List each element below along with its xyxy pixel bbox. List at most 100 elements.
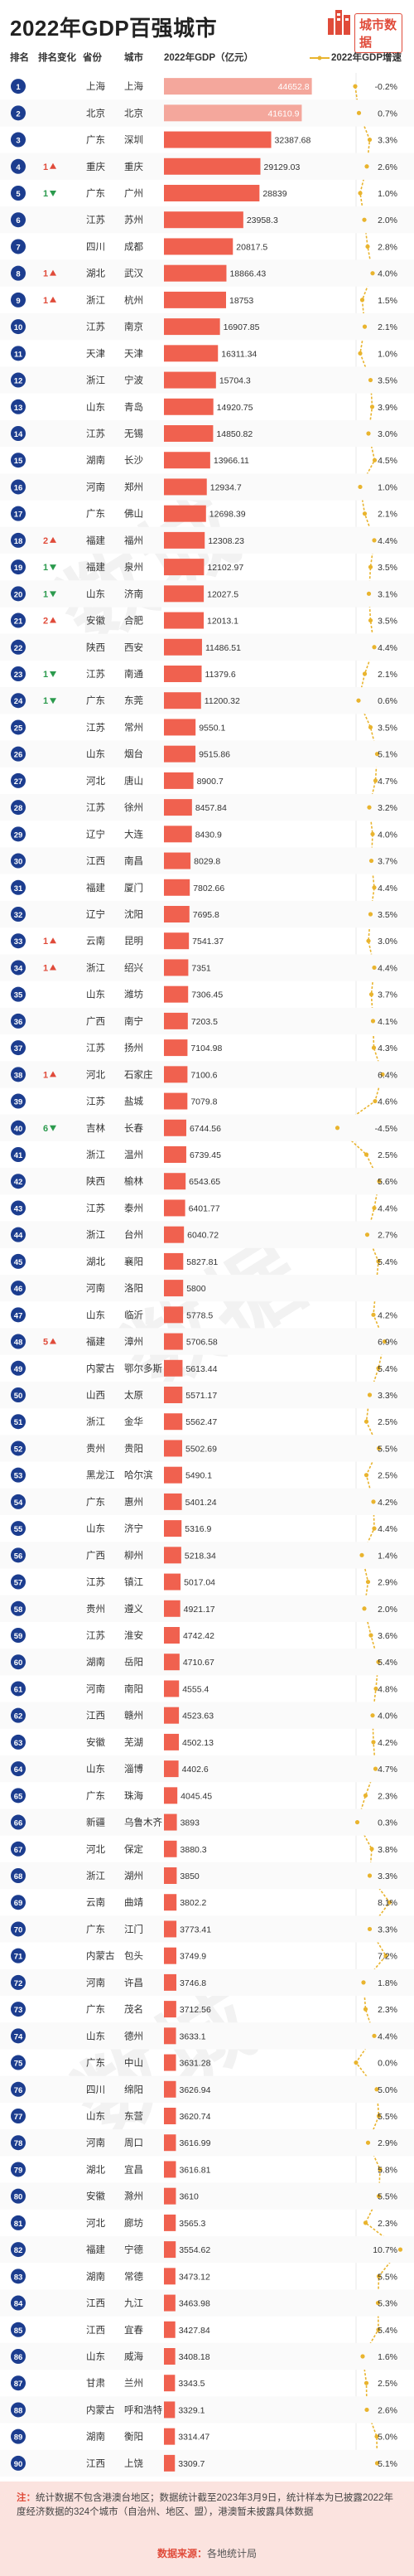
- arrow-down-icon: [50, 698, 56, 705]
- gdp-value-label: 6040.72: [187, 1231, 219, 1241]
- rank-number: 84: [14, 2300, 23, 2309]
- growth-point: [362, 324, 368, 329]
- province-label: 山东: [86, 2031, 105, 2041]
- row-stripe: [0, 1435, 414, 1462]
- rank-change-value: 1: [43, 696, 48, 706]
- gdp-value-label: 5401.24: [185, 1498, 217, 1508]
- growth-point: [368, 912, 373, 917]
- gdp-bar: [164, 1680, 180, 1697]
- city-label: 无锡: [124, 428, 143, 439]
- growth-point: [375, 2300, 381, 2306]
- growth-point: [370, 831, 375, 836]
- growth-point: [372, 2033, 377, 2038]
- gdp-bar: [164, 238, 233, 255]
- gdp-bar: [164, 1547, 181, 1564]
- growth-value-label: 5.3%: [378, 2299, 397, 2309]
- rank-number: 54: [14, 1499, 23, 1508]
- rank-number: 74: [14, 2032, 23, 2041]
- city-label: 沈阳: [124, 908, 143, 920]
- city-label: 滁州: [124, 2191, 143, 2202]
- gdp-value-label: 18753: [229, 296, 253, 306]
- rank-badge: [11, 292, 26, 307]
- gdp-value-label: 7802.66: [193, 884, 224, 893]
- province-label: 云南: [86, 935, 105, 947]
- rank-badge: [11, 746, 26, 762]
- gdp-value-label: 3314.47: [178, 2433, 209, 2443]
- rank-number: 43: [14, 1204, 23, 1213]
- rank-number: 67: [14, 1846, 23, 1855]
- province-label: 山东: [86, 1764, 105, 1775]
- growth-point: [364, 1232, 370, 1237]
- city-label: 武汉: [124, 269, 143, 279]
- rank-badge: [11, 1040, 26, 1056]
- city-label: 成都: [124, 241, 143, 252]
- growth-value-label: 2.5%: [378, 2379, 397, 2389]
- city-label: 榆林: [124, 1175, 143, 1187]
- rank-badge: [11, 1387, 26, 1402]
- rank-badge: [11, 1281, 26, 1296]
- province-label: 湖北: [86, 268, 105, 279]
- rank-number: 55: [14, 1525, 23, 1534]
- row-stripe: [0, 2182, 414, 2210]
- growth-value-label: 4.3%: [378, 1043, 397, 1053]
- city-label: 柳州: [124, 1549, 143, 1561]
- city-label: 中山: [124, 2058, 143, 2069]
- city-label: 襄阳: [124, 1256, 143, 1267]
- rank-number: 39: [14, 1098, 23, 1107]
- growth-value-label: 2.5%: [378, 1150, 397, 1160]
- gdp-value-label: 12934.7: [210, 482, 242, 492]
- city-label: 南京: [124, 321, 143, 332]
- growth-point: [363, 1793, 368, 1798]
- growth-value-label: 4.7%: [378, 1765, 397, 1775]
- city-label: 徐州: [124, 801, 143, 813]
- growth-value-label: 5.4%: [378, 1658, 397, 1668]
- rank-number: 40: [14, 1125, 23, 1134]
- province-label: 安徽: [86, 2191, 105, 2202]
- growth-value-label: 5.5%: [378, 2272, 397, 2282]
- rank-badge: [11, 79, 26, 94]
- gdp-bar: [164, 1573, 181, 1591]
- growth-point: [383, 1954, 388, 1959]
- growth-point: [374, 2087, 379, 2092]
- data-source: 数据来源：各地统计局: [0, 2546, 414, 2560]
- growth-value-label: 2.1%: [378, 510, 397, 520]
- province-label: 江苏: [86, 722, 105, 733]
- city-label: 乌鲁木齐: [124, 1817, 162, 1828]
- rank-badge: [11, 1120, 26, 1135]
- growth-point: [365, 244, 370, 249]
- page-title: 2022年GDP百强城市: [10, 16, 218, 41]
- province-label: 河南: [86, 1683, 105, 1694]
- row-stripe: [0, 2022, 414, 2050]
- gdp-bar: [164, 1520, 182, 1537]
- growth-value-label: 2.6%: [378, 162, 397, 172]
- gdp-value-label: 3408.18: [179, 2352, 210, 2362]
- growth-value-label: 0.3%: [378, 1818, 397, 1828]
- arrow-up-icon: [50, 536, 56, 543]
- rank-change-value: 1: [43, 296, 48, 306]
- growth-point: [356, 698, 361, 703]
- rank-badge: [11, 265, 26, 281]
- growth-point: [353, 84, 358, 89]
- gdp-value-label: 3893: [181, 1818, 200, 1828]
- rank-badge: [11, 2428, 26, 2444]
- rank-badge: [11, 1521, 26, 1537]
- province-label: 广东: [86, 509, 105, 520]
- row-stripe: [0, 900, 414, 928]
- rank-number: 34: [14, 964, 23, 973]
- rank-number: 50: [14, 1392, 23, 1401]
- rank-number: 19: [14, 564, 23, 573]
- city-label: 合肥: [124, 615, 143, 627]
- gdp-value-label: 12102.97: [207, 563, 243, 573]
- growth-value-label: 4.2%: [378, 1498, 397, 1508]
- rank-badge: [11, 2322, 26, 2337]
- growth-value-label: 3.9%: [378, 403, 397, 413]
- province-label: 山西: [86, 1390, 105, 1401]
- province-label: 河南: [86, 481, 105, 492]
- growth-point: [363, 2007, 368, 2012]
- growth-value-label: 4.0%: [378, 269, 397, 279]
- gdp-bar: [164, 2054, 176, 2071]
- growth-value-label: 5.1%: [378, 750, 397, 760]
- rank-badge: [11, 2135, 26, 2151]
- arrow-up-icon: [50, 1071, 56, 1077]
- province-label: 浙江: [86, 1150, 105, 1160]
